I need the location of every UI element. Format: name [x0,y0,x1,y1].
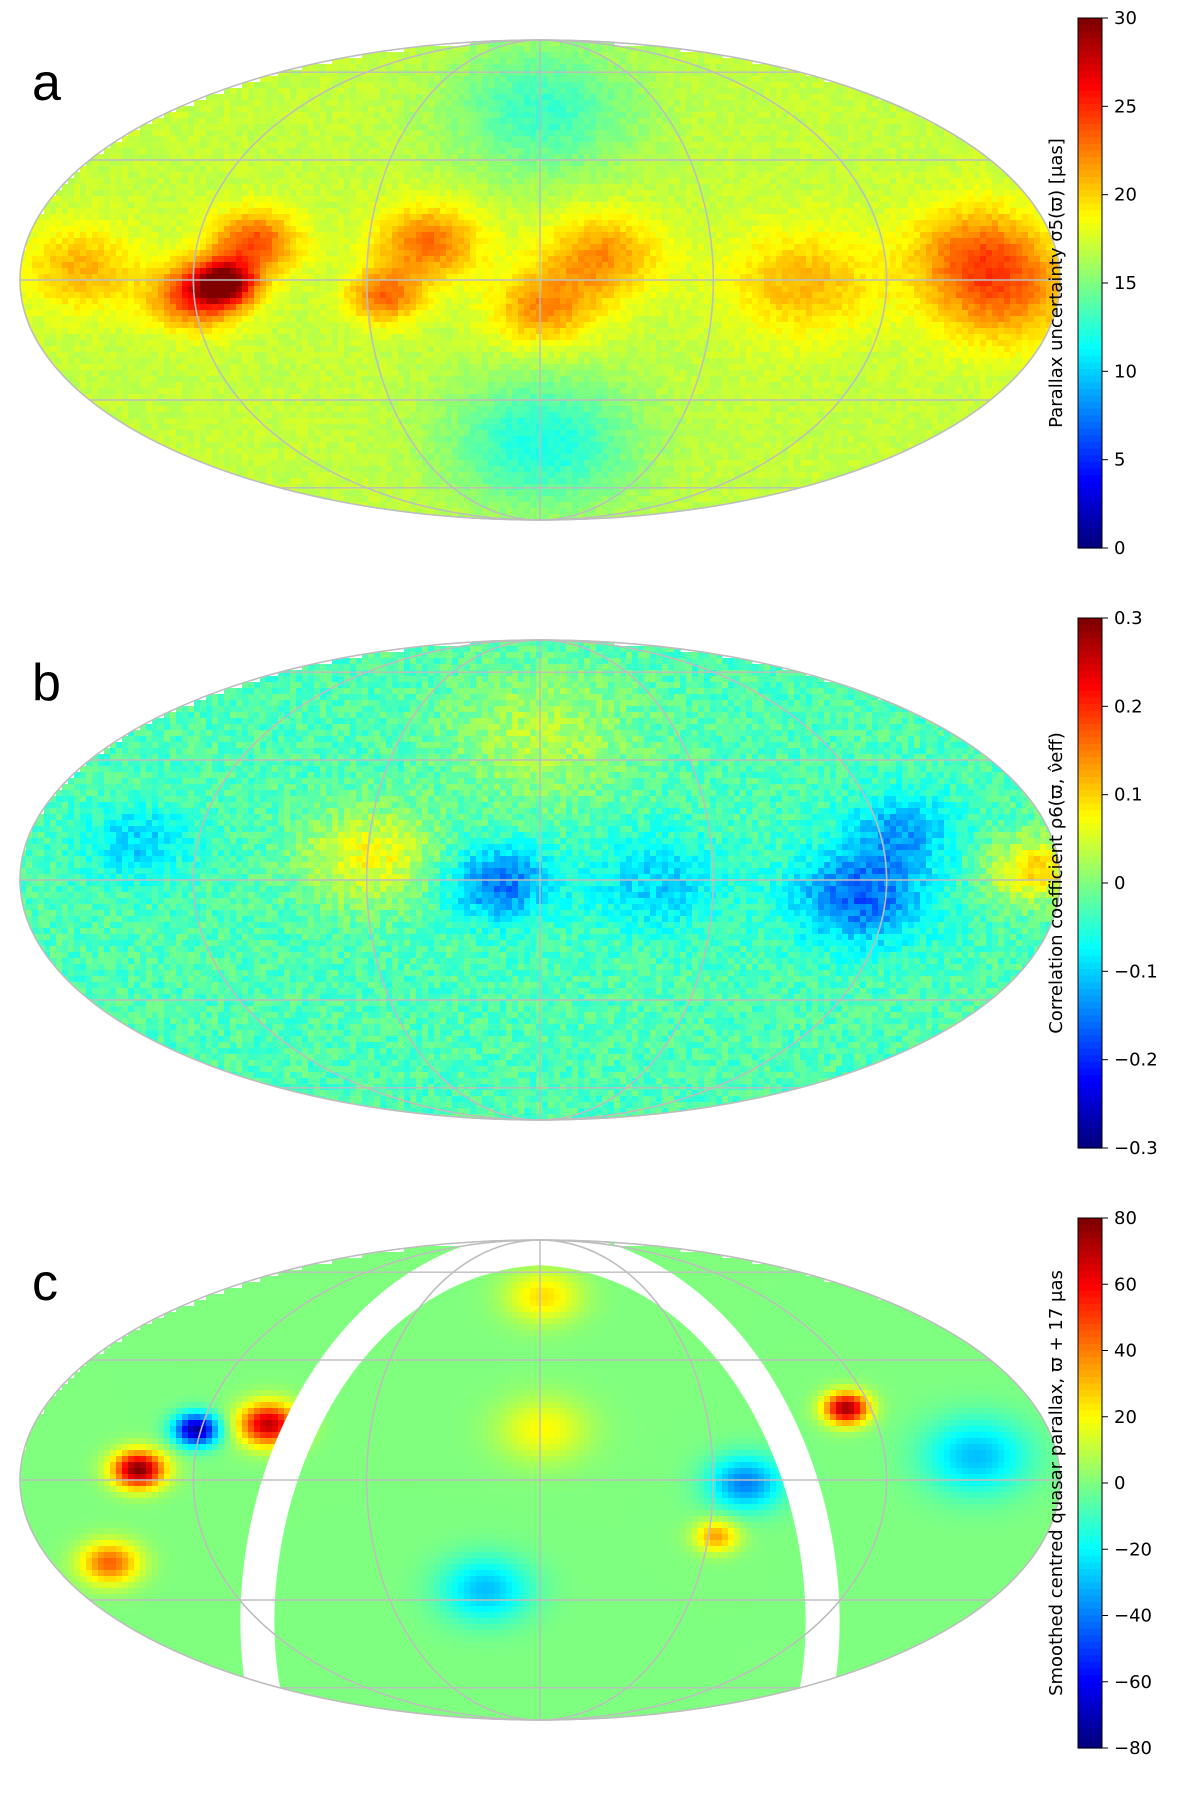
colorbar-tick-label: 0.3 [1114,608,1143,629]
colorbar-tick-label: 10 [1114,361,1137,382]
sky-map-c: c −80 −60 −40 −20 0 20 40 60 80 Smoothed centred q… [19,1208,1152,1759]
colorbar-tick-label: 20 [1114,185,1137,206]
colorbar-tick-label: −0.3 [1114,1138,1158,1159]
colorbar-tick-label: 60 [1114,1274,1137,1295]
colorbar-tick-label: −80 [1114,1738,1152,1759]
colorbar-tick-label: −20 [1114,1539,1152,1560]
colorbar-tick-label: 40 [1114,1341,1137,1362]
panel-letter-c: c [32,1254,58,1312]
panel-letter-b: b [32,654,61,712]
colorbar-tick-label: −60 [1114,1672,1152,1693]
panel-c: c −80 −60 −40 −20 0 20 40 60 80 Smoothed centred q… [0,1200,1200,1798]
colorbar-tick-label: −0.2 [1114,1050,1158,1071]
colorbar-tick-label: 0.1 [1114,785,1143,806]
colorbar-tick-label: 0 [1114,538,1125,559]
colorbar-c: −80 −60 −40 −20 0 20 40 60 80 Smoothed centred qu… [1046,1208,1152,1759]
colorbar-a: 0 5 10 15 20 25 30 Parallax uncertainty σ5(ϖ) [… [1046,8,1137,559]
colorbar-tick-label: −0.1 [1114,961,1158,982]
panel-b: b −0.3 −0.2 −0.1 0 0.1 0.2 0.3 Correlation coeff… [0,600,1200,1200]
colorbar-tick-label: 0.2 [1114,696,1143,717]
colorbar-tick-label: 20 [1114,1407,1137,1428]
map-outline [19,1239,1061,1721]
colorbar-tick-label: 0 [1114,873,1125,894]
colorbar-tick-label: 30 [1114,8,1137,29]
colorbar-tick-label: 80 [1114,1208,1137,1229]
map-field-a [20,40,1060,520]
colorbar-tick-label: 5 [1114,450,1125,471]
colorbar-tick-label: −40 [1114,1606,1152,1627]
colorbar-tick-label: 25 [1114,96,1137,117]
colorbar-label-a: Parallax uncertainty σ5(ϖ) [μas] [1046,138,1067,428]
colorbar-label-b: Correlation coefficient ρ6(ϖ, ν̂eff) [1046,732,1067,1034]
sky-map-b: b −0.3 −0.2 −0.1 0 0.1 0.2 0.3 Correlation coeff… [19,608,1158,1159]
panel-a: a 0 5 10 15 20 25 30 Parallax uncertainty σ5(ϖ) … [0,0,1200,600]
masked-galactic-plane [240,1240,840,1720]
map-outline [19,639,1061,1121]
sky-map-a: a 0 5 10 15 20 25 30 Parallax uncertainty σ5(ϖ) … [19,8,1137,559]
colorbar-label-c: Smoothed centred quasar parallax, ϖ + 17… [1046,1270,1067,1696]
panel-letter-a: a [32,54,61,112]
map-outline [19,39,1061,521]
colorbar-b: −0.3 −0.2 −0.1 0 0.1 0.2 0.3 Correlation coeffi… [1046,608,1158,1159]
colorbar-tick-label: 0 [1114,1473,1125,1494]
map-field-b [20,640,1060,1120]
colorbar-tick-label: 15 [1114,273,1137,294]
map-field-c [20,1240,1060,1720]
